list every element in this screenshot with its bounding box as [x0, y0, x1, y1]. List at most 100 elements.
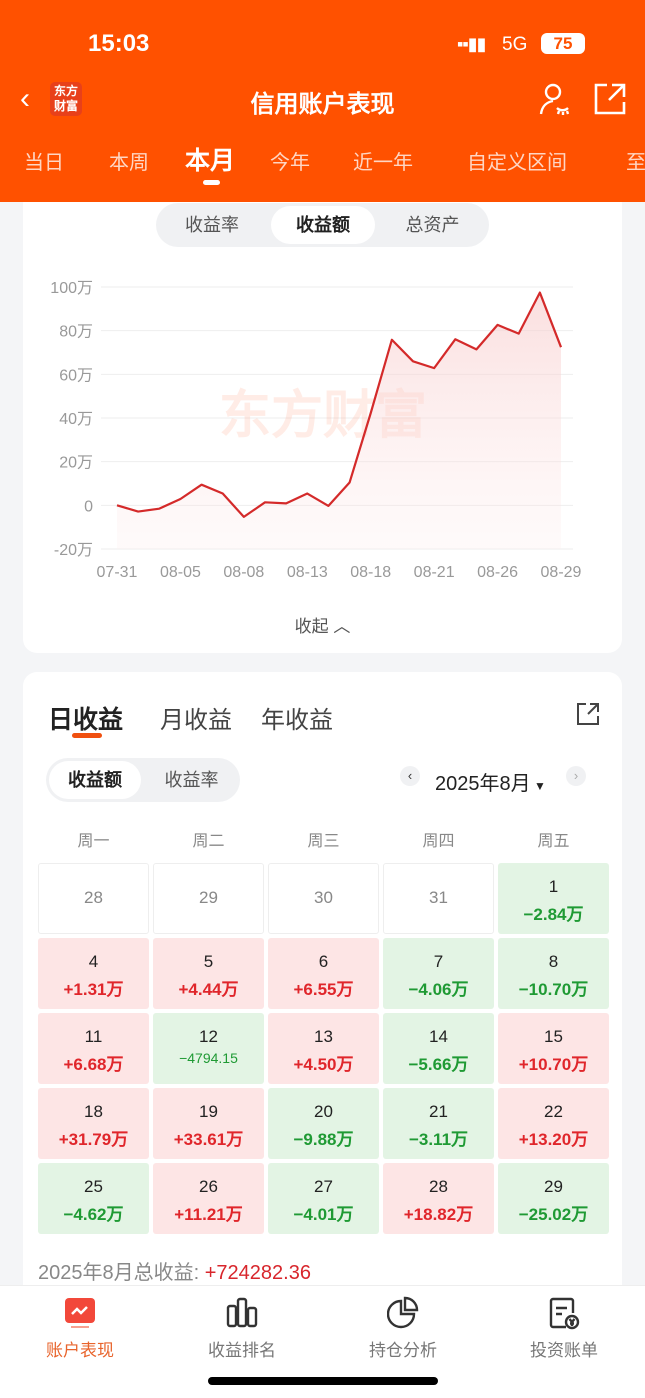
- tab-more[interactable]: 至: [626, 152, 645, 174]
- battery-indicator: 75: [541, 33, 585, 54]
- tab-year[interactable]: 今年: [270, 152, 310, 174]
- toggle-amount[interactable]: 收益额: [49, 761, 141, 799]
- day-number: 29: [544, 1177, 563, 1196]
- calendar-day[interactable]: 29: [153, 863, 264, 934]
- x-tick-label: 08-18: [350, 564, 391, 581]
- tab-last-year[interactable]: 近一年: [353, 152, 413, 174]
- status-time: 15:03: [88, 30, 150, 57]
- y-tick-label: 100万: [50, 280, 93, 297]
- toggle-total-assets[interactable]: 总资产: [405, 215, 460, 235]
- app-logo: 东方 财富: [50, 82, 82, 116]
- profit-calendar-card: 日收益 月收益 年收益 收益额 收益率 ‹ 2025年8月 ▼ › 周一 周二 周三…: [23, 672, 622, 1312]
- day-number: 21: [429, 1102, 448, 1121]
- toggle-rate[interactable]: 收益率: [164, 770, 219, 790]
- calendar-day[interactable]: 29 −25.02万: [498, 1163, 609, 1234]
- day-number: 30: [314, 888, 333, 907]
- user-privacy-icon[interactable]: [538, 82, 572, 116]
- calendar-day[interactable]: 20 −9.88万: [268, 1088, 379, 1159]
- day-number: 11: [84, 1027, 103, 1046]
- calendar-day[interactable]: 1 −2.84万: [498, 863, 609, 934]
- tab-month[interactable]: 本月: [185, 147, 236, 175]
- next-month-button[interactable]: ›: [566, 766, 586, 786]
- month-selector[interactable]: 2025年8月 ▼: [435, 767, 546, 796]
- y-tick-label: 60万: [59, 367, 93, 384]
- calendar-day[interactable]: 6 +6.55万: [268, 938, 379, 1009]
- tab-custom-range[interactable]: 自定义区间: [467, 152, 567, 174]
- calendar-day[interactable]: 28: [38, 863, 149, 934]
- weekday-header: 周四: [422, 833, 455, 850]
- calendar-day[interactable]: 14 −5.66万: [383, 1013, 494, 1084]
- day-profit: +13.20万: [518, 1130, 589, 1149]
- calendar-day[interactable]: 5 +4.44万: [153, 938, 264, 1009]
- day-profit: +18.82万: [403, 1205, 474, 1224]
- x-tick-label: 08-21: [414, 564, 455, 581]
- collapse-button[interactable]: 收起 ︿: [23, 612, 622, 637]
- day-number: 19: [199, 1102, 218, 1121]
- calendar-day[interactable]: 30: [268, 863, 379, 934]
- day-profit: −5.66万: [408, 1055, 469, 1074]
- calendar-day[interactable]: 26 +11.21万: [153, 1163, 264, 1234]
- signal-icon: ▪▪▮▮: [457, 34, 487, 54]
- collapse-label: 收起: [294, 617, 329, 636]
- nav-holdings-analysis[interactable]: 持仓分析: [323, 1296, 483, 1361]
- tab-yearly-profit[interactable]: 年收益: [261, 707, 333, 734]
- day-number: 25: [84, 1177, 103, 1196]
- tab-week[interactable]: 本周: [109, 152, 149, 174]
- tab-today[interactable]: 当日: [24, 152, 64, 174]
- day-profit: −3.11万: [408, 1130, 469, 1149]
- day-number: 28: [84, 888, 103, 907]
- day-profit: −4.62万: [63, 1205, 124, 1224]
- day-profit: +31.79万: [58, 1130, 129, 1149]
- calendar-day[interactable]: 18 +31.79万: [38, 1088, 149, 1159]
- nav-investment-bill[interactable]: 投资账单: [484, 1296, 644, 1361]
- calendar-day[interactable]: 4 +1.31万: [38, 938, 149, 1009]
- calendar-day[interactable]: 19 +33.61万: [153, 1088, 264, 1159]
- x-tick-label: 08-13: [287, 564, 328, 581]
- day-profit: +6.55万: [293, 980, 354, 999]
- day-profit: +6.68万: [63, 1055, 124, 1074]
- toggle-amount[interactable]: 收益额: [271, 206, 375, 244]
- x-tick-label: 08-05: [160, 564, 201, 581]
- calendar-day[interactable]: 22 +13.20万: [498, 1088, 609, 1159]
- day-profit: −2.84万: [523, 905, 584, 924]
- back-icon[interactable]: ‹: [20, 82, 30, 115]
- calendar-day[interactable]: 31: [383, 863, 494, 934]
- x-tick-label: 07-31: [97, 564, 138, 581]
- area-fill: [117, 292, 561, 549]
- day-number: 8: [548, 952, 559, 971]
- calendar-day[interactable]: 28 +18.82万: [383, 1163, 494, 1234]
- share-icon[interactable]: [594, 83, 626, 115]
- page-title: 信用账户表现: [250, 91, 395, 118]
- nav-profit-ranking[interactable]: 收益排名: [162, 1296, 322, 1361]
- x-tick-label: 08-29: [541, 564, 582, 581]
- calendar-day[interactable]: 12 −4794.15: [153, 1013, 264, 1084]
- calendar-day[interactable]: 13 +4.50万: [268, 1013, 379, 1084]
- y-tick-label: 0: [84, 498, 93, 515]
- day-number: 7: [433, 952, 444, 971]
- toggle-rate[interactable]: 收益率: [185, 215, 239, 235]
- day-profit: +10.70万: [518, 1055, 589, 1074]
- day-number: 5: [203, 952, 214, 971]
- weekday-header: 周一: [77, 833, 110, 850]
- nav-account-performance[interactable]: 账户表现: [0, 1296, 160, 1361]
- network-type: 5G: [502, 34, 528, 55]
- calendar-day[interactable]: 8 −10.70万: [498, 938, 609, 1009]
- prev-month-button[interactable]: ‹: [400, 766, 420, 786]
- calendar-day[interactable]: 21 −3.11万: [383, 1088, 494, 1159]
- day-number: 15: [544, 1027, 563, 1046]
- day-profit: −4.06万: [408, 980, 469, 999]
- calendar-day[interactable]: 11 +6.68万: [38, 1013, 149, 1084]
- day-number: 22: [544, 1102, 563, 1121]
- calendar-day[interactable]: 25 −4.62万: [38, 1163, 149, 1234]
- day-profit: +4.44万: [178, 980, 239, 999]
- day-number: 26: [199, 1177, 218, 1196]
- calendar-day[interactable]: 7 −4.06万: [383, 938, 494, 1009]
- tab-daily-profit[interactable]: 日收益: [48, 706, 124, 734]
- tab-monthly-profit[interactable]: 月收益: [160, 707, 232, 734]
- calendar-day[interactable]: 27 −4.01万: [268, 1163, 379, 1234]
- share-icon[interactable]: [576, 702, 600, 726]
- home-indicator: [208, 1377, 438, 1385]
- calendar-day[interactable]: 15 +10.70万: [498, 1013, 609, 1084]
- day-number: 20: [314, 1102, 333, 1121]
- day-number: 14: [429, 1027, 448, 1046]
